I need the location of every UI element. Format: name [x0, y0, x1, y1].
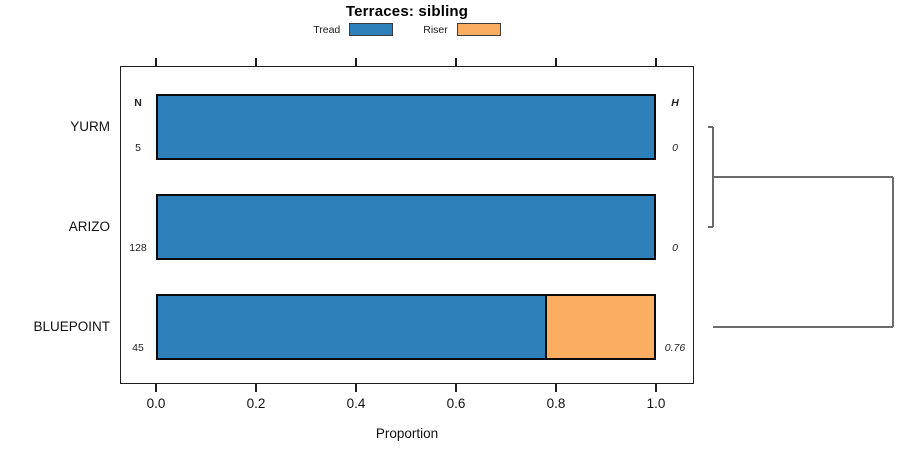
dendrogram-leaf-cap [708, 226, 713, 228]
x-axis-tick-bottom [155, 384, 157, 392]
bar-arizo [156, 194, 656, 260]
x-axis-tick-bottom [655, 384, 657, 392]
legend-swatch-tread [349, 23, 394, 36]
bar-yurm [156, 94, 656, 160]
x-axis-tick-label: 0.6 [446, 396, 466, 411]
x-axis-tick-top [655, 58, 657, 66]
bar-bluepoint [156, 294, 656, 360]
x-axis-tick-top [555, 58, 557, 66]
dendrogram-vline [892, 177, 894, 327]
legend-swatch-riser [456, 23, 501, 36]
bar-segment-tread [158, 96, 654, 158]
x-axis-tick-bottom [355, 384, 357, 392]
n-value: 45 [132, 342, 144, 354]
legend-item-tread: Tread [313, 23, 394, 36]
bar-segment-tread [158, 196, 654, 258]
legend: Tread Riser [120, 23, 694, 36]
n-column-header: N [134, 97, 142, 109]
x-axis-label: Proportion [375, 426, 439, 441]
dendrogram-hline [713, 326, 893, 328]
x-axis-tick-top [155, 58, 157, 66]
h-value: 0.76 [664, 342, 686, 354]
h-value: 0 [672, 242, 678, 254]
bar-segment-tread [158, 296, 545, 358]
x-axis-tick-label: 0.0 [146, 396, 166, 411]
x-axis-tick-bottom [255, 384, 257, 392]
bar-segment-riser [544, 296, 654, 358]
h-column-header: H [671, 97, 679, 109]
x-axis-tick-label: 0.8 [546, 396, 566, 411]
x-axis-tick-label: 0.4 [346, 396, 366, 411]
x-axis-tick-bottom [555, 384, 557, 392]
x-axis-tick-label: 1.0 [646, 396, 666, 411]
x-axis-tick-top [455, 58, 457, 66]
dendrogram-leaf-cap [708, 126, 713, 128]
chart-title: Terraces: sibling [345, 3, 469, 20]
dendrogram-hline [713, 176, 893, 178]
category-label-arizo: ARIZO [68, 219, 110, 234]
legend-item-riser: Riser [423, 23, 501, 36]
x-axis-tick-bottom [455, 384, 457, 392]
legend-label-tread: Tread [313, 23, 341, 36]
n-value: 5 [135, 142, 141, 154]
category-label-yurm: YURM [70, 119, 110, 134]
n-value: 128 [129, 242, 147, 254]
legend-label-riser: Riser [423, 23, 448, 36]
x-axis-tick-top [255, 58, 257, 66]
h-value: 0 [672, 142, 678, 154]
x-axis-tick-top [355, 58, 357, 66]
category-label-bluepoint: BLUEPOINT [33, 319, 110, 334]
x-axis-tick-label: 0.2 [246, 396, 266, 411]
